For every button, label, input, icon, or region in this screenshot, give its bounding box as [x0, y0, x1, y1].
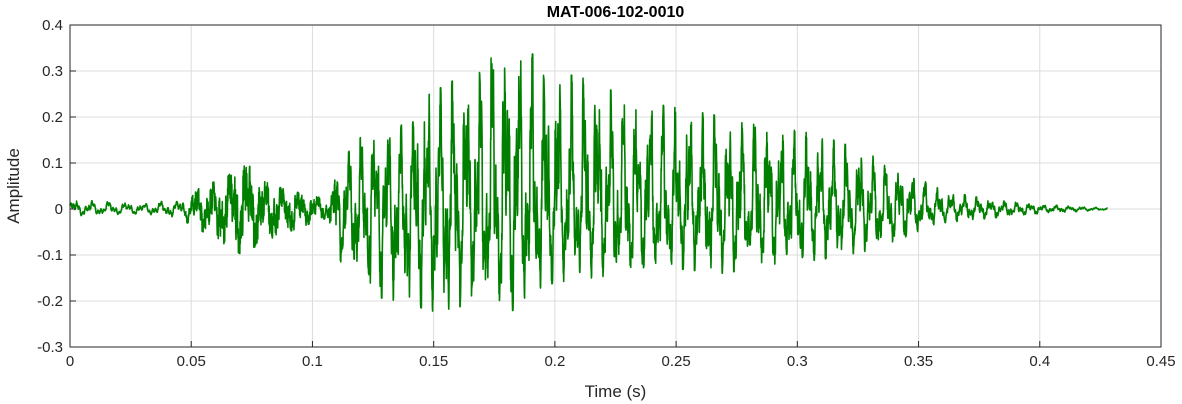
- y-tick-label: 0.1: [42, 155, 63, 172]
- axis-ticks: 0 0.05 0.1 0.15 0.2 0.25 0.3 0.35 0.4 0.45 -0.3 -0.…: [37, 17, 1175, 370]
- x-tick-label: 0.2: [544, 353, 565, 370]
- y-tick-label: 0: [55, 201, 63, 218]
- x-axis-label: Time (s): [585, 382, 647, 401]
- plot-frame: [69, 24, 1162, 348]
- y-tick-label: -0.3: [37, 339, 63, 356]
- waveform-path: [69, 53, 1109, 312]
- y-tick-label: -0.2: [37, 293, 63, 310]
- x-tick-label: 0: [66, 353, 74, 370]
- chart-title: MAT-006-102-0010: [547, 4, 685, 21]
- x-tick-label: 0.35: [904, 353, 933, 370]
- y-tick-label: -0.1: [37, 247, 63, 264]
- y-tick-label: 0.4: [42, 17, 63, 34]
- x-tick-label: 0.4: [1029, 353, 1050, 370]
- y-axis-label: Amplitude: [4, 148, 23, 224]
- x-tick-label: 0.3: [787, 353, 808, 370]
- x-tick-label: 0.45: [1146, 353, 1175, 370]
- y-tick-label: 0.2: [42, 109, 63, 126]
- x-tick-label: 0.25: [662, 353, 691, 370]
- x-tick-label: 0.15: [419, 353, 448, 370]
- plot-area: [70, 25, 1161, 347]
- x-tick-label: 0.05: [177, 353, 206, 370]
- x-tick-label: 0.1: [302, 353, 323, 370]
- waveform-line: [69, 53, 1109, 312]
- y-tick-label: 0.3: [42, 63, 63, 80]
